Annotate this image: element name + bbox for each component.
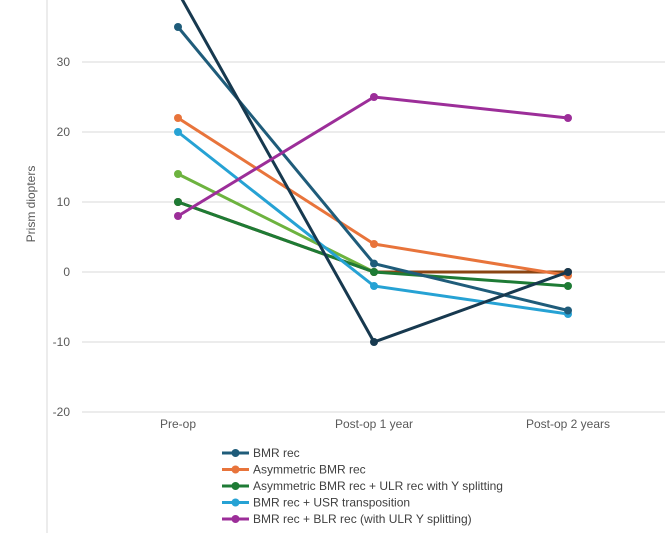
series-line [180,0,570,344]
legend-swatch-marker [231,449,240,457]
x-tick-label: Post-op 1 year [335,417,413,431]
data-point [370,282,378,290]
legend-label: BMR rec + BLR rec (with ULR Y splitting) [253,512,472,526]
y-tick-label: 10 [57,195,71,209]
data-point [564,268,572,276]
series-6 [174,170,378,276]
y-tick-label: -20 [53,405,71,419]
series-2 [174,198,572,290]
y-tick-label: 0 [63,265,70,279]
data-point [370,338,378,346]
y-axis-ticks: -20 -10 0 10 20 30 [53,55,71,419]
series-group [174,0,572,346]
data-point [174,170,182,178]
legend-label: BMR rec + USR transposition [253,496,410,510]
series-line [176,116,570,277]
legend-label: Asymmetric BMR rec [253,463,366,477]
data-point [370,268,378,276]
data-point [174,212,182,220]
legend-label: Asymmetric BMR rec + ULR rec with Y spli… [253,479,503,493]
legend-item: Asymmetric BMR rec + ULR rec with Y spli… [222,479,503,493]
data-point [174,198,182,206]
legend-item: BMR rec + USR transposition [222,496,410,510]
data-point [174,114,182,122]
x-axis-ticks: Pre-op Post-op 1 year Post-op 2 years [160,417,610,431]
data-point [174,23,182,31]
legend: BMR rec Asymmetric BMR rec Asymmetric BMR … [222,446,503,526]
legend-item: BMR rec + BLR rec (with ULR Y splitting) [222,512,472,526]
series-line [176,25,570,312]
series-4 [174,93,572,220]
gridlines [82,61,665,413]
y-tick-label: 30 [57,55,71,69]
y-axis-title: Prism diopters [24,166,38,243]
y-tick-label: 20 [57,125,71,139]
legend-swatch-marker [231,498,240,507]
legend-swatch-marker [231,465,240,474]
series-line [176,172,376,274]
legend-item: Asymmetric BMR rec [222,463,366,477]
x-tick-label: Pre-op [160,417,196,431]
data-point [564,282,572,290]
data-point [370,240,378,248]
legend-label: BMR rec [253,446,300,460]
data-point [370,259,378,268]
data-point [564,306,572,315]
legend-swatch-marker [231,515,240,523]
data-point [174,128,182,136]
y-tick-label: -10 [53,335,71,349]
legend-item: BMR rec [222,446,300,460]
data-point [370,93,378,101]
legend-swatch-marker [231,482,240,490]
series-1 [174,114,572,280]
data-point [564,114,572,122]
series-5 [180,0,572,346]
x-tick-label: Post-op 2 years [526,417,610,431]
